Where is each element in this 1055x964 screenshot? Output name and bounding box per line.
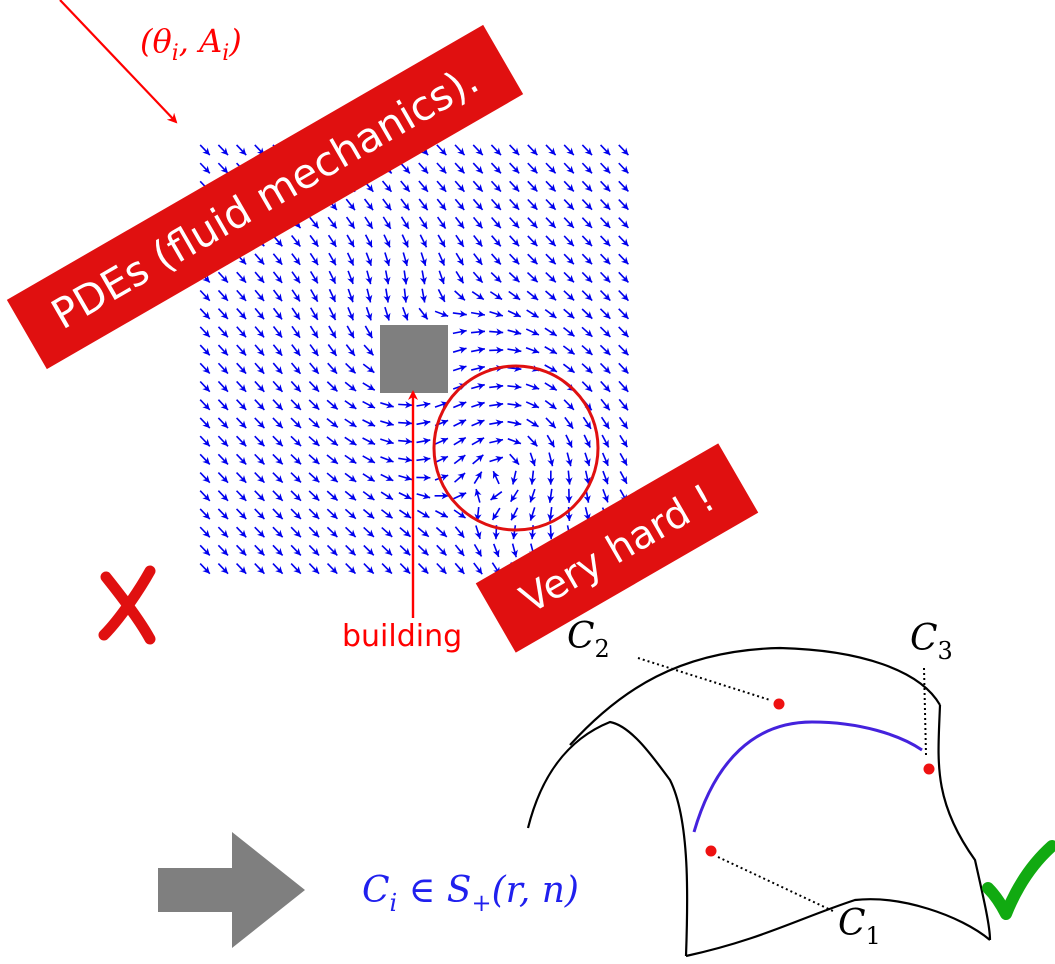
geodesic-curve [692, 720, 923, 833]
leader-lines [637, 657, 927, 913]
vector-field [199, 144, 630, 576]
pdes-banner: PDEs (fluid mechanics). [6, 24, 524, 370]
point-c1 [705, 845, 717, 857]
building-label: building [342, 619, 462, 654]
wind-direction-arrow [59, 0, 178, 124]
svg-text:PDEs (fluid mechanics).: PDEs (fluid mechanics). [43, 55, 486, 339]
manifold-formula: Ci ∈ S+(r, n) [362, 870, 579, 917]
label-c3: C3 [910, 618, 953, 665]
label-c1: C1 [838, 903, 881, 950]
wind-parameter-label: (θi, Ai) [140, 22, 242, 66]
manifold-surface [526, 646, 992, 958]
building-block [380, 325, 448, 393]
label-c2: C2 [567, 616, 610, 663]
vortex-circle [432, 364, 600, 532]
point-c3 [923, 763, 935, 775]
point-c2 [773, 698, 785, 710]
cross-mark-icon [98, 565, 156, 645]
right-arrow-icon [158, 832, 305, 948]
very-hard-banner: Very hard ! [475, 443, 759, 653]
check-mark-icon [982, 840, 1055, 920]
